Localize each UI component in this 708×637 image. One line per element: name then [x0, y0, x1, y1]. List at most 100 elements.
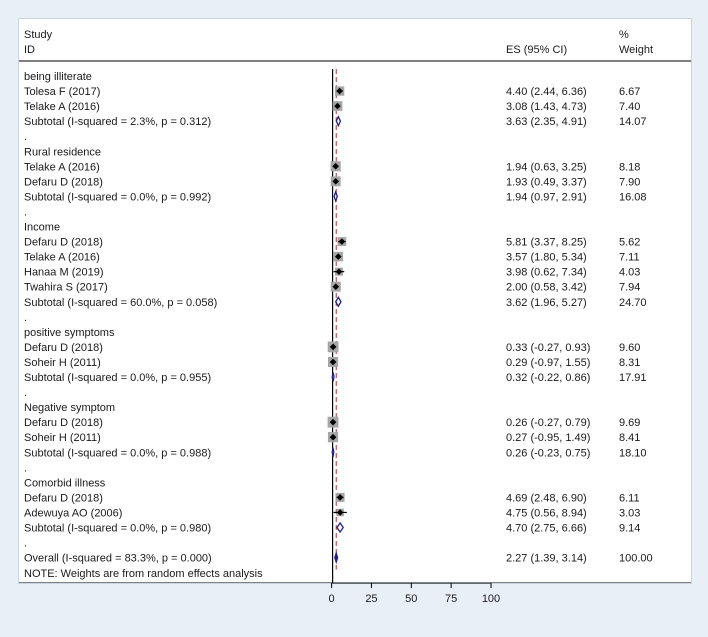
- study-weight-text-13: 4.03: [619, 267, 640, 279]
- study-ci-text-23: 0.26 (-0.27, 0.79): [506, 417, 590, 429]
- study-weight-text-12: 7.11: [619, 252, 640, 264]
- overall-label-32: Overall (I-squared = 83.3%, p = 0.000): [24, 553, 212, 565]
- study-weight-text-24: 8.41: [619, 432, 640, 444]
- study-weight-text-29: 3.03: [619, 507, 640, 519]
- overall-weight-text-32: 100.00: [619, 553, 653, 565]
- subtotal-weight-text-25: 18.10: [619, 447, 647, 459]
- x-tick-label-0: 0: [329, 593, 335, 605]
- group-label-0: being illiterate: [24, 71, 92, 83]
- study-weight-text-19: 8.31: [619, 357, 640, 369]
- subtotal-label-30: Subtotal (I-squared = 0.0%, p = 0.980): [24, 523, 211, 535]
- study-point-estimate-11: [338, 238, 346, 245]
- study-weight-text-14: 7.94: [619, 282, 640, 294]
- header-study-label: Study: [24, 29, 53, 41]
- group-label-5: Rural residence: [24, 146, 101, 158]
- study-label-6: Telake A (2016): [24, 161, 100, 173]
- study-ci-text-12: 3.57 (1.80, 5.34): [506, 252, 587, 264]
- study-ci-text-24: 0.27 (-0.95, 1.49): [506, 432, 590, 444]
- study-weight-text-6: 8.18: [619, 161, 640, 173]
- study-point-estimate-1: [336, 87, 343, 95]
- study-label-2: Telake A (2016): [24, 101, 100, 113]
- spacer-dot-26: .: [24, 462, 27, 474]
- spacer-dot-9: .: [24, 206, 27, 218]
- header-weight-label: Weight: [619, 44, 653, 56]
- header-es-label: ES (95% CI): [506, 44, 567, 56]
- forest-plot-panel: Study ID ES (95% CI)% Weight being illiterat…: [18, 18, 692, 584]
- study-weight-text-28: 6.11: [619, 492, 640, 504]
- study-weight-text-23: 9.69: [619, 417, 640, 429]
- study-point-estimate-18: [329, 343, 337, 351]
- study-label-12: Telake A (2016): [24, 252, 100, 264]
- subtotal-label-3: Subtotal (I-squared = 2.3%, p = 0.312): [24, 116, 211, 128]
- x-tick-label-1: 25: [365, 593, 377, 605]
- subtotal-ci-text-15: 3.62 (1.96, 5.27): [506, 297, 587, 309]
- subtotal-weight-text-8: 16.08: [619, 191, 647, 203]
- subtotal-weight-text-3: 14.07: [619, 116, 647, 128]
- study-point-estimate-6: [332, 163, 339, 170]
- study-point-estimate-23: [329, 418, 337, 426]
- x-tick-label-2: 50: [405, 593, 417, 605]
- subtotal-diamond-8: [333, 189, 338, 203]
- study-point-estimate-7: [332, 178, 339, 185]
- header-percent-label: %: [619, 29, 629, 41]
- subtotal-weight-text-20: 17.91: [619, 372, 647, 384]
- study-ci-text-18: 0.33 (-0.27, 0.93): [506, 342, 590, 354]
- study-label-18: Defaru D (2018): [24, 342, 103, 354]
- forest-plot: Study ID ES (95% CI)% Weight being illiterat…: [19, 29, 691, 583]
- study-point-estimate-12: [334, 253, 342, 260]
- group-label-17: positive symptoms: [24, 327, 115, 339]
- study-ci-text-6: 1.94 (0.63, 3.25): [506, 161, 587, 173]
- subtotal-label-25: Subtotal (I-squared = 0.0%, p = 0.988): [24, 447, 211, 459]
- header-id-label: ID: [24, 44, 35, 56]
- study-ci-text-7: 1.93 (0.49, 3.37): [506, 176, 587, 188]
- subtotal-diamond-20: [331, 372, 335, 382]
- group-label-10: Income: [24, 222, 60, 234]
- study-label-19: Soheir H (2011): [24, 357, 101, 369]
- study-point-estimate-24: [329, 433, 337, 441]
- study-label-13: Hanaa M (2019): [24, 267, 104, 279]
- study-ci-text-14: 2.00 (0.58, 3.42): [506, 282, 587, 294]
- subtotal-ci-text-8: 1.94 (0.97, 2.91): [506, 191, 587, 203]
- overall-ci-text-32: 2.27 (1.39, 3.14): [506, 553, 587, 565]
- subtotal-diamond-30: [336, 521, 345, 534]
- study-ci-text-11: 5.81 (3.37, 8.25): [506, 237, 587, 249]
- subtotal-ci-text-20: 0.32 (-0.22, 0.86): [506, 372, 590, 384]
- study-label-24: Soheir H (2011): [24, 432, 101, 444]
- study-point-estimate-13: [335, 268, 343, 275]
- study-weight-text-11: 5.62: [619, 237, 640, 249]
- study-label-7: Defaru D (2018): [24, 176, 103, 188]
- study-ci-text-2: 3.08 (1.43, 4.73): [506, 101, 587, 113]
- spacer-dot-21: .: [24, 387, 27, 399]
- subtotal-ci-text-3: 3.63 (2.35, 4.91): [506, 116, 587, 128]
- subtotal-weight-text-30: 9.14: [619, 523, 640, 535]
- subtotal-ci-text-25: 0.26 (-0.23, 0.75): [506, 447, 590, 459]
- subtotal-label-20: Subtotal (I-squared = 0.0%, p = 0.955): [24, 372, 211, 384]
- study-point-estimate-2: [334, 102, 341, 110]
- study-label-29: Adewuya AO (2006): [24, 507, 122, 519]
- study-label-14: Twahira S (2017): [24, 282, 108, 294]
- group-label-22: Negative symptom: [24, 402, 115, 414]
- x-tick-label-3: 75: [445, 593, 457, 605]
- subtotal-weight-text-15: 24.70: [619, 297, 647, 309]
- study-ci-text-19: 0.29 (-0.97, 1.55): [506, 357, 590, 369]
- spacer-dot-4: .: [24, 131, 27, 143]
- subtotal-ci-text-30: 4.70 (2.75, 6.66): [506, 523, 587, 535]
- subtotal-diamond-15: [334, 295, 342, 308]
- study-point-estimate-29: [336, 509, 344, 516]
- spacer-dot-16: .: [24, 312, 27, 324]
- study-ci-text-28: 4.69 (2.48, 6.90): [506, 492, 587, 504]
- group-label-27: Comorbid illness: [24, 477, 106, 489]
- study-label-28: Defaru D (2018): [24, 492, 103, 504]
- study-ci-text-13: 3.98 (0.62, 7.34): [506, 267, 587, 279]
- study-label-1: Tolesa F (2017): [24, 86, 100, 98]
- study-point-estimate-19: [329, 358, 337, 366]
- study-point-estimate-28: [336, 494, 344, 501]
- study-weight-text-1: 6.67: [619, 86, 640, 98]
- subtotal-diamond-25: [331, 447, 335, 457]
- overall-diamond-32: [334, 550, 339, 565]
- study-label-11: Defaru D (2018): [24, 237, 103, 249]
- study-point-estimate-14: [332, 283, 340, 290]
- weights-note: NOTE: Weights are from random effects an…: [24, 568, 263, 580]
- study-weight-text-2: 7.40: [619, 101, 640, 113]
- spacer-dot-31: .: [24, 538, 27, 550]
